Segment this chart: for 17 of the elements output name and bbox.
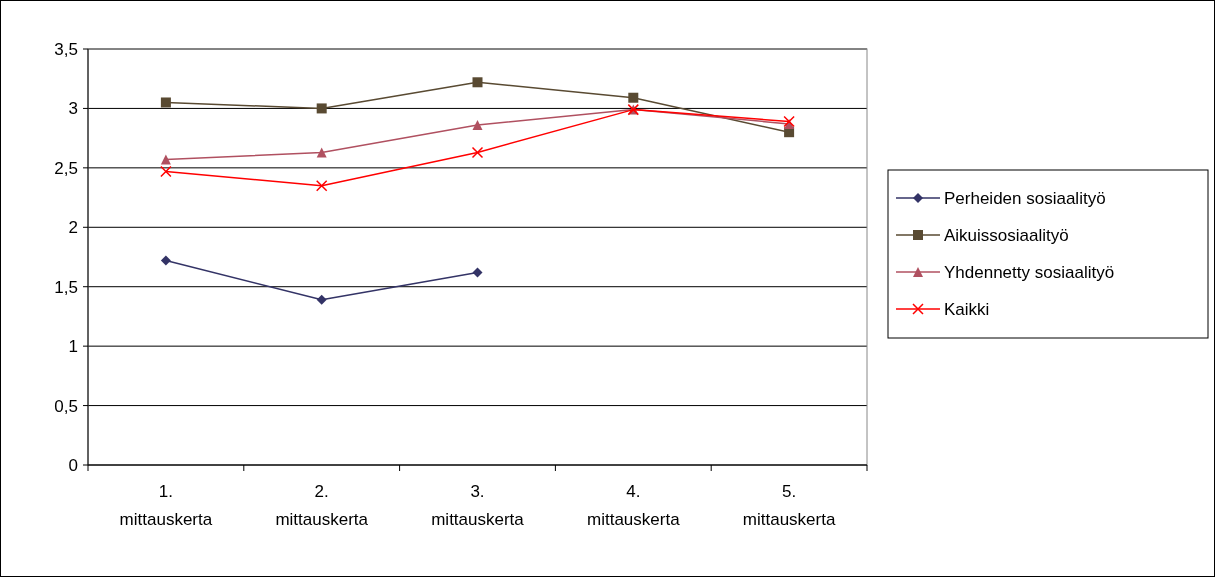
- y-tick-label: 2,5: [54, 158, 78, 178]
- legend-label: Kaikki: [944, 299, 990, 319]
- y-tick-label: 3,5: [54, 39, 78, 59]
- x-tick-label: 4. mittauskerta: [587, 482, 681, 529]
- legend-label: Yhdennetty sosiaalityö: [944, 262, 1115, 282]
- legend-label: Perheiden sosiaalityö: [944, 188, 1106, 208]
- y-tick-label: 2: [68, 218, 78, 238]
- y-tick-label: 3: [68, 99, 78, 119]
- legend-label: Aikuissosiaalityö: [944, 225, 1069, 245]
- x-tick-label: 3. mittauskerta: [431, 482, 525, 529]
- y-tick-label: 1,5: [54, 277, 78, 297]
- y-tick-label: 1: [68, 337, 78, 357]
- y-tick-label: 0: [68, 455, 78, 475]
- x-tick-label: 5. mittauskerta: [742, 482, 836, 529]
- y-tick-label: 0,5: [54, 396, 78, 416]
- x-tick-label: 2. mittauskerta: [275, 482, 369, 529]
- x-tick-label: 1. mittauskerta: [119, 482, 213, 529]
